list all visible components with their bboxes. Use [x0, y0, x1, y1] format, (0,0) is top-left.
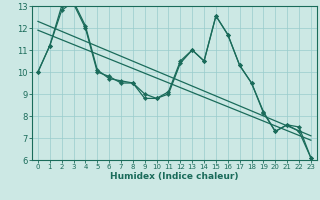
X-axis label: Humidex (Indice chaleur): Humidex (Indice chaleur): [110, 172, 239, 181]
